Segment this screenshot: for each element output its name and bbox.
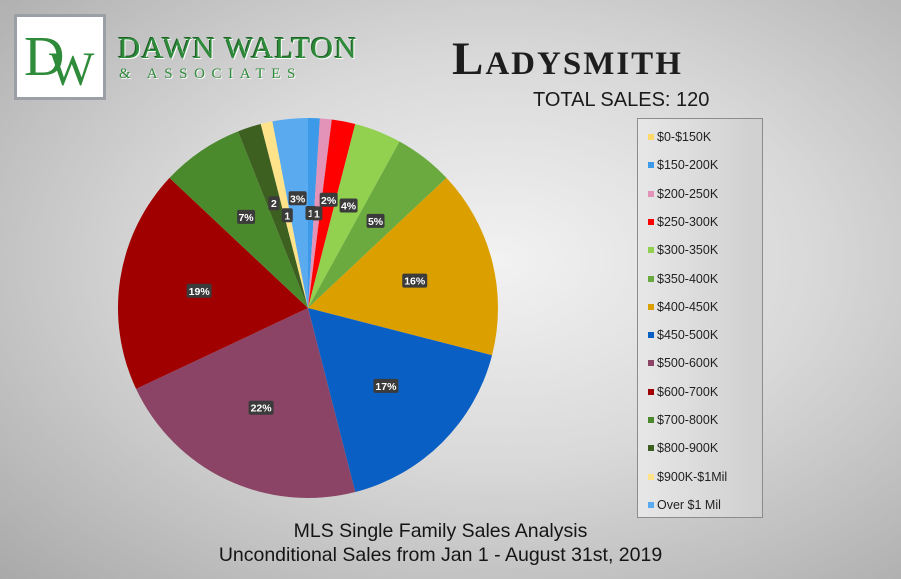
legend-item: $150-200K: [648, 156, 718, 174]
data-label-text: 17%: [375, 381, 397, 393]
legend-item: $500-600K: [648, 354, 718, 372]
pie-slice: [117, 177, 308, 389]
data-label-text: 16%: [404, 276, 426, 288]
data-label-text: 19%: [189, 286, 211, 298]
legend-swatch: [648, 445, 654, 452]
legend-item: $900K-$1Mil: [648, 468, 727, 486]
data-label-bg: [319, 192, 338, 207]
brand-subtitle: & ASSOCIATES: [119, 66, 302, 82]
data-label-bg: [373, 378, 399, 393]
dw-monogram: D W: [24, 26, 95, 96]
legend-swatch: [648, 247, 654, 254]
legend-item: $0-$150K: [648, 128, 711, 146]
data-label-bg: [366, 213, 385, 228]
company-logo: D W: [14, 14, 106, 100]
legend-swatch: [648, 360, 654, 367]
legend-swatch: [648, 134, 654, 140]
data-label-text: 22%: [251, 403, 273, 415]
legend-label: $800-900K: [657, 441, 719, 456]
legend-label: $150-200K: [657, 158, 719, 173]
legend-label: Over $1 Mil: [657, 497, 721, 512]
slice-data-label: 19%: [186, 283, 212, 298]
data-label-text: 1: [314, 208, 320, 220]
slice-data-label: 5%: [366, 213, 385, 228]
legend-item: $400-450K: [648, 298, 718, 316]
legend-swatch: [648, 275, 654, 282]
data-label-bg: [281, 208, 293, 223]
slice-data-label: 22%: [248, 400, 274, 415]
slice-data-label: 4%: [339, 198, 358, 213]
legend-item: $700-800K: [648, 411, 718, 429]
pie-slice: [308, 123, 400, 308]
brand-name: DAWN WALTON: [118, 30, 358, 65]
legend-swatch: [648, 417, 654, 423]
legend-label: $300-350K: [657, 243, 719, 258]
svg-text:D: D: [24, 26, 64, 88]
pie-slice: [136, 308, 356, 498]
legend-label: $250-300K: [657, 214, 719, 229]
legend-item: $450-500K: [648, 326, 718, 344]
slice-data-label: 2: [268, 196, 280, 211]
legend-item: $200-250K: [648, 185, 718, 203]
legend-label: $0-$150K: [657, 130, 712, 144]
slice-data-label: 2%: [319, 192, 338, 207]
slice-data-label: 1: [281, 208, 293, 223]
pie-slice: [308, 177, 498, 356]
data-label-text: 7%: [238, 212, 254, 224]
data-label-bg: [186, 283, 212, 298]
legend-swatch: [648, 388, 654, 395]
legend-item: $250-300K: [648, 213, 718, 231]
legend-label: $450-500K: [657, 328, 719, 343]
legend-label: $200-250K: [657, 186, 719, 201]
pie-slice: [308, 308, 493, 493]
data-label-bg: [237, 209, 256, 224]
data-label-text: 4%: [341, 201, 357, 213]
footer-line-2: Unconditional Sales from Jan 1 - August …: [218, 544, 663, 566]
data-label-bg: [339, 198, 358, 213]
legend-item: $800-900K: [648, 439, 718, 457]
legend-label: $600-700K: [657, 384, 719, 399]
footer-line-1: MLS Single Family Sales Analysis: [293, 520, 588, 542]
slice-data-label: 7%: [237, 209, 256, 224]
legend-item: $300-350K: [648, 241, 718, 259]
svg-text:W: W: [49, 43, 95, 96]
pie-slice: [308, 119, 356, 309]
data-label-bg: [268, 196, 280, 211]
chart-legend: $0-$150K $150-200K $200-250K $250-300K $300-…: [637, 118, 763, 518]
legend-label: $350-400K: [657, 271, 719, 286]
data-label-bg: [402, 273, 428, 288]
legend-item: Over $1 Mil: [648, 496, 721, 514]
legend-swatch: [648, 218, 654, 225]
data-label-bg: [248, 400, 274, 415]
total-sales: TOTAL SALES: 120: [533, 89, 710, 111]
data-label-text: 1: [284, 210, 290, 222]
legend-label: $700-800K: [657, 413, 719, 427]
legend-swatch: [648, 162, 654, 169]
legend-swatch: [648, 332, 654, 339]
chart-title: Ladysmith: [452, 33, 683, 85]
legend-item: $600-700K: [648, 383, 718, 401]
data-label-bg: [288, 191, 307, 206]
slice-data-label: 3%: [288, 191, 307, 206]
legend-swatch: [648, 501, 654, 508]
legend-item: $350-400K: [648, 270, 718, 288]
data-label-text: 2: [271, 198, 277, 210]
slice-data-label: 17%: [373, 378, 399, 393]
legend-swatch: [648, 473, 654, 480]
data-label-text: 5%: [368, 216, 384, 228]
data-label-text: 2%: [321, 195, 337, 207]
data-label-text: 1: [308, 208, 314, 220]
legend-label: $500-600K: [657, 356, 719, 371]
legend-swatch: [648, 190, 654, 197]
legend-label: $900K-$1Mil: [657, 469, 728, 484]
legend-label: $400-450K: [657, 299, 719, 314]
slice-data-label: 1: [311, 206, 323, 221]
legend-swatch: [648, 303, 654, 310]
pie-slice: [238, 123, 308, 308]
data-label-bg: [311, 206, 323, 221]
data-label-text: 3%: [290, 193, 306, 205]
slice-data-label: 16%: [402, 273, 428, 288]
